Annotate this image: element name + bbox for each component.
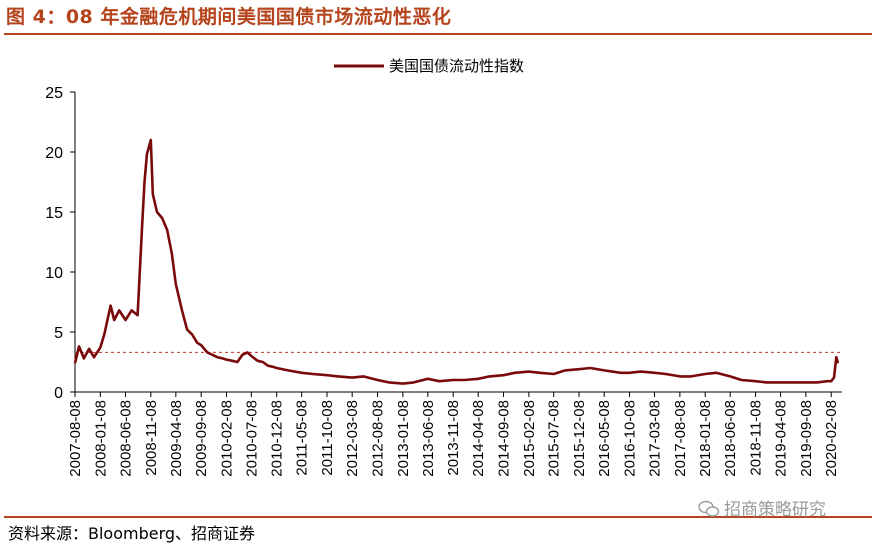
- footer-rule: [4, 516, 872, 518]
- chart-title: 图 4：08 年金融危机期间美国国债市场流动性恶化: [6, 6, 452, 28]
- x-tick-label: 2013-01-08: [395, 400, 412, 477]
- x-tick-label: 2014-04-08: [470, 400, 487, 477]
- x-tick-label: 2012-08-08: [370, 400, 387, 477]
- x-tick-label: 2014-09-08: [496, 400, 513, 477]
- legend-label: 美国国债流动性指数: [389, 57, 524, 75]
- x-tick-label: 2016-10-08: [622, 400, 639, 477]
- source-note: 资料来源：Bloomberg、招商证券: [8, 524, 256, 543]
- y-tick-label: 0: [54, 385, 63, 402]
- x-tick-label: 2020-02-08: [823, 400, 840, 477]
- x-tick-label: 2019-04-08: [773, 400, 790, 477]
- x-tick-label: 2008-01-08: [92, 400, 109, 477]
- x-tick-label: 2019-09-08: [798, 400, 815, 477]
- y-axis: 0 5 10 15 20 25: [45, 85, 76, 402]
- x-tick-label: 2010-02-08: [219, 400, 236, 477]
- x-tick-label: 2011-05-08: [294, 400, 311, 476]
- title-rule: [4, 33, 872, 35]
- x-tick-label: 2017-03-08: [647, 400, 664, 477]
- x-tick-label: 2010-07-08: [243, 400, 260, 477]
- x-tick-label: 2013-11-08: [445, 400, 462, 476]
- x-tick-label: 2007-08-08: [67, 400, 84, 477]
- wechat-icon: [698, 500, 720, 517]
- watermark-text: 招商策略研究: [724, 500, 826, 520]
- x-tick-label: 2018-01-08: [697, 400, 714, 477]
- watermark: 招商策略研究: [698, 495, 826, 520]
- x-tick-label: 2009-09-08: [193, 400, 210, 477]
- series-line: [73, 138, 840, 385]
- y-tick-label: 25: [45, 85, 63, 102]
- x-tick-label: 2013-06-08: [420, 400, 437, 477]
- x-tick-label: 2017-08-08: [672, 400, 689, 477]
- chart-legend: 美国国债流动性指数: [334, 57, 524, 75]
- x-tick-label: 2015-07-08: [546, 400, 563, 477]
- x-tick-label: 2015-02-08: [521, 400, 538, 477]
- x-tick-label: 2018-06-08: [722, 400, 739, 477]
- y-tick-label: 5: [54, 325, 63, 342]
- x-tick-label: 2016-05-08: [596, 400, 613, 477]
- x-tick-label: 2008-06-08: [118, 400, 135, 477]
- x-tick-label: 2008-11-08: [143, 400, 160, 476]
- x-tick-label: 2015-12-08: [571, 400, 588, 477]
- x-axis: 2007-08-08 2008-01-08 2008-06-08 2008-11-08…: [67, 391, 842, 477]
- plot-area: [73, 138, 842, 385]
- y-tick-label: 20: [45, 145, 63, 162]
- x-tick-label: 2012-03-08: [344, 400, 361, 477]
- x-tick-label: 2011-10-08: [319, 400, 336, 476]
- y-tick-label: 15: [45, 205, 63, 222]
- x-tick-label: 2010-12-08: [269, 400, 286, 477]
- x-tick-label: 2018-11-08: [748, 400, 765, 476]
- x-tick-label: 2009-04-08: [168, 400, 185, 477]
- y-tick-label: 10: [45, 265, 63, 282]
